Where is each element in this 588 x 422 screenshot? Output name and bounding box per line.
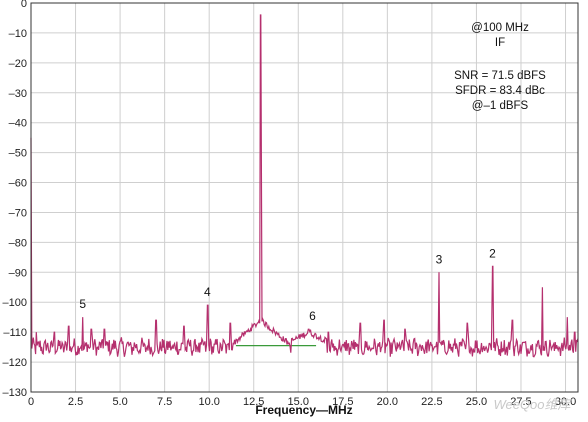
x-tick-label: 22.5 [421, 396, 442, 408]
y-tick-label: –30 [9, 88, 27, 100]
x-tick-label: 15.0 [288, 396, 309, 408]
x-tick-label: 5.0 [112, 396, 127, 408]
harmonic-label: 2 [489, 246, 496, 260]
axes [30, 2, 579, 393]
x-tick-label: 20.0 [377, 396, 398, 408]
y-tick-label: –90 [9, 267, 27, 279]
y-tick-label: –60 [9, 178, 27, 190]
plot-frame [30, 2, 579, 393]
x-tick-label: 10.0 [198, 396, 219, 408]
x-tick-label: 7.5 [157, 396, 172, 408]
x-tick-label: 25.0 [466, 396, 487, 408]
grid [31, 2, 578, 393]
spectrum-series [30, 14, 579, 358]
y-tick-label: –80 [9, 237, 27, 249]
watermark: WeeQoo维库 [493, 397, 572, 412]
harmonic-label: 5 [79, 297, 86, 311]
y-tick-label: –130 [3, 387, 27, 399]
x-tick-label: 0 [28, 396, 34, 408]
y-tick-label: –70 [9, 207, 27, 219]
harmonic-label: 3 [436, 252, 443, 266]
harmonic-label: 4 [204, 285, 211, 299]
spectrum-line [30, 14, 579, 358]
y-tick-label: –50 [9, 148, 27, 160]
annotation-if: IF [495, 37, 505, 49]
annotation-box: @100 MHz IF SNR = 71.5 dBFS SFDR = 83.4 … [454, 22, 546, 112]
x-tick-label: 12.5 [243, 396, 264, 408]
y-tick-label: –20 [9, 58, 27, 70]
x-tick-label: 2.5 [68, 396, 83, 408]
annotation-sfdr: SFDR = 83.4 dBc [455, 85, 545, 97]
y-tick-labels: 0 –10 –20 –30 –40 –50 –60 –70 –80 –90 –100 –110 –120… [3, 0, 27, 399]
annotation-frequency: @100 MHz [471, 22, 529, 34]
y-tick-label: 0 [21, 0, 27, 10]
y-tick-label: –100 [3, 297, 27, 309]
x-tick-label: 17.5 [332, 396, 353, 408]
y-tick-label: –40 [9, 118, 27, 130]
y-tick-label: –110 [3, 327, 27, 339]
annotation-level: @–1 dBFS [472, 100, 529, 112]
harmonic-label: 6 [309, 309, 316, 323]
y-tick-label: –120 [3, 357, 27, 369]
x-tick-label: 30.0 [555, 396, 576, 408]
x-axis-label: Frequency—MHz [255, 403, 352, 417]
y-tick-label: –10 [9, 28, 27, 40]
x-tick-label: 27.5 [510, 396, 531, 408]
harmonic-labels: 5 4 6 3 2 [79, 246, 496, 323]
x-tick-labels: 0 2.5 5.0 7.5 10.0 12.5 15.0 17.5 20.0 22.5 25.0 27… [28, 396, 576, 408]
annotation-snr: SNR = 71.5 dBFS [454, 70, 546, 82]
